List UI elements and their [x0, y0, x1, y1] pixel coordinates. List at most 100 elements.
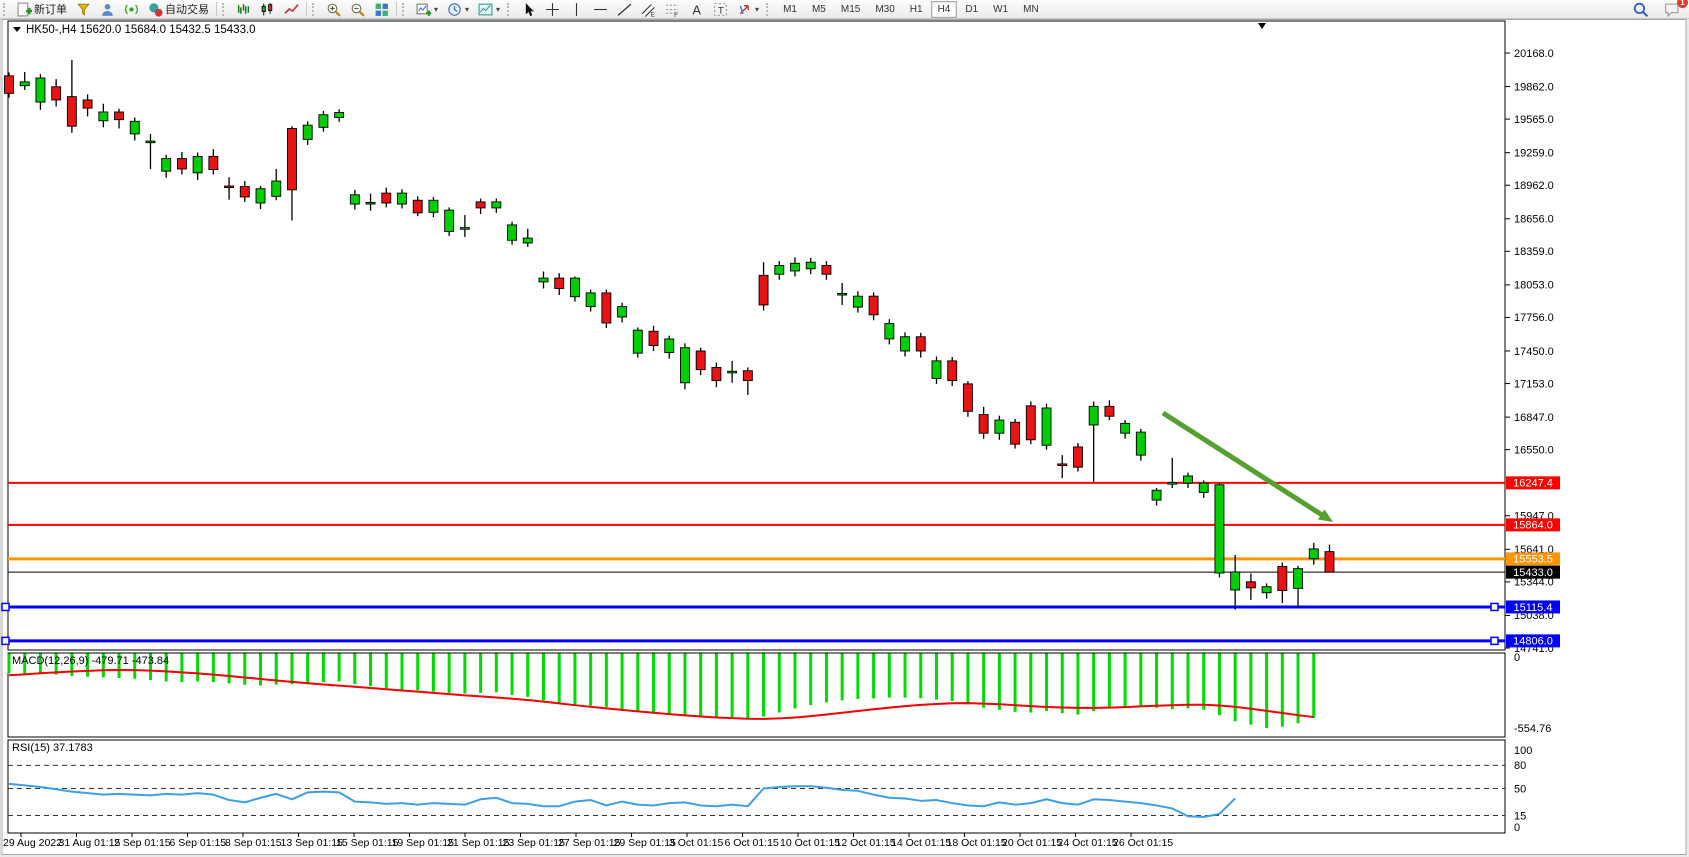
timeframe-M15-button[interactable]: M15 — [840, 3, 861, 15]
time-tick-label: 14 Oct 01:15 — [891, 837, 951, 849]
price-tick-label: 19862.0 — [1514, 81, 1554, 93]
label-tool-button-icon: T — [714, 2, 727, 16]
candle-bear — [176, 158, 187, 170]
fibonacci-tool-button[interactable]: F — [661, 0, 684, 19]
timeframe-W1-button[interactable]: W1 — [993, 3, 1009, 15]
candlestick-chart-button[interactable] — [256, 0, 279, 19]
dropdown-arrow-icon[interactable]: ▾ — [755, 4, 760, 14]
rsi-panel[interactable] — [7, 739, 1506, 834]
price-tag — [1506, 552, 1560, 566]
text-tool-button[interactable]: A — [685, 0, 708, 19]
timeframe-D1-button[interactable]: D1 — [965, 3, 979, 15]
timeframe-H1-button[interactable]: H1 — [909, 3, 923, 15]
trend-arrow[interactable] — [1161, 410, 1326, 519]
horizontal-line-tool-button[interactable] — [589, 0, 612, 19]
candle-bear — [978, 414, 989, 434]
svg-text:F: F — [674, 12, 678, 17]
label-tool-button[interactable]: T — [709, 0, 732, 19]
candle-bull — [1088, 405, 1099, 426]
dropdown-arrow-icon[interactable]: ▾ — [465, 4, 470, 14]
toolbar-grip[interactable] — [222, 2, 229, 16]
toolbar-separator — [396, 2, 397, 16]
candle-bull — [569, 277, 580, 298]
candlestick-chart-button-icon — [261, 2, 273, 15]
timeframe-M5-button[interactable]: M5 — [811, 3, 826, 15]
candle-bull — [617, 306, 628, 318]
candle-bull — [145, 140, 156, 144]
price-tick-label: 17153.0 — [1514, 378, 1554, 390]
trendline-tool-button-icon — [617, 3, 632, 16]
hline-handle-right[interactable] — [1490, 636, 1499, 646]
timeframe-M1-button[interactable]: M1 — [783, 3, 797, 15]
candle-bear — [742, 370, 753, 382]
profiles-button[interactable]: ▾ — [443, 0, 473, 19]
candle-bull — [538, 277, 549, 283]
candle-bear — [695, 350, 706, 371]
time-tick-label: 3 Oct 01:15 — [669, 837, 723, 849]
timeframe-M30-button[interactable]: M30 — [875, 3, 895, 15]
timeframe-H4-button[interactable]: H4 — [930, 0, 958, 18]
candle-bear — [947, 360, 958, 382]
tile-windows-button[interactable] — [370, 0, 393, 19]
search-button[interactable] — [1629, 0, 1652, 19]
signals-button[interactable] — [120, 0, 143, 19]
templates-button[interactable]: ▾ — [474, 0, 504, 19]
line-chart-button[interactable] — [280, 0, 303, 19]
timeframe-MN-button[interactable]: MN — [1023, 3, 1039, 15]
zoom-in-button[interactable] — [322, 0, 345, 19]
cursor-tool-button-icon — [525, 2, 534, 16]
candle-bear — [224, 185, 235, 189]
price-tag-label: 15864.0 — [1513, 520, 1553, 532]
price-tick-label: 19259.0 — [1514, 147, 1554, 159]
hline-handle-left[interactable] — [1, 602, 10, 612]
candle-bear — [821, 265, 832, 275]
time-tick-label: 6 Oct 01:15 — [725, 837, 779, 849]
rsi-axis-label: 50 — [1514, 783, 1526, 795]
toolbar-grip[interactable] — [402, 2, 409, 16]
hline-handle-left[interactable] — [1, 636, 10, 646]
crosshair-tool-button[interactable] — [541, 0, 564, 19]
sound-alert-button[interactable] — [72, 0, 95, 19]
new-chart-button[interactable]: ▾ — [412, 0, 442, 19]
rsi-axis-label: 100 — [1514, 745, 1532, 757]
horizontal-lines — [1, 481, 1505, 646]
sound-alert-button-icon — [77, 3, 90, 16]
hline-handle-right[interactable] — [1490, 602, 1499, 612]
chat-button[interactable]: 1 — [1660, 0, 1688, 19]
signals-button-icon — [125, 4, 138, 14]
profile-button[interactable] — [96, 0, 119, 19]
time-tick-label: 18 Oct 01:15 — [947, 837, 1007, 849]
macd-panel[interactable] — [7, 652, 1506, 738]
toolbar-separator — [306, 2, 307, 16]
candle-bull — [161, 158, 172, 172]
bar-chart-button[interactable] — [232, 0, 255, 19]
dropdown-arrow-icon[interactable]: ▾ — [434, 4, 439, 14]
window-left-edge — [0, 19, 2, 855]
price-tick-label: 19565.0 — [1514, 114, 1554, 126]
notification-badge: 1 — [1677, 0, 1688, 8]
dropdown-arrow-icon[interactable]: ▾ — [496, 4, 501, 14]
toolbar-grip[interactable] — [766, 2, 773, 16]
chart-shift-marker-icon[interactable] — [1258, 23, 1266, 29]
price-tick-label: 16847.0 — [1514, 412, 1554, 424]
channel-tool-button[interactable]: E — [637, 0, 660, 19]
price-tick-label: 17756.0 — [1514, 312, 1554, 324]
toolbar-grip[interactable] — [3, 2, 10, 16]
price-axis[interactable]: 20168.0 19862.0 19565.0 19259.0 18962.0 18656… — [1505, 48, 1560, 655]
cursor-tool-button[interactable] — [517, 0, 540, 19]
collapse-quote-icon[interactable] — [13, 27, 21, 32]
toolbar-grip[interactable] — [507, 2, 514, 16]
candle-bull — [632, 329, 643, 354]
auto-trading-button[interactable]: 自动交易 — [144, 0, 213, 19]
zoom-out-button[interactable] — [346, 0, 369, 19]
trendline-tool-button[interactable] — [613, 0, 636, 19]
toolbar-grip[interactable] — [312, 2, 319, 16]
vertical-line-tool-button[interactable] — [565, 0, 588, 19]
price-tick-label: 16550.0 — [1514, 444, 1554, 456]
arrows-tool-button[interactable]: ▾ — [733, 0, 763, 19]
new-order-button[interactable]: 新订单 — [13, 0, 71, 19]
rsi-axis-label: 15 — [1514, 810, 1526, 822]
main-price-panel[interactable] — [7, 20, 1506, 651]
